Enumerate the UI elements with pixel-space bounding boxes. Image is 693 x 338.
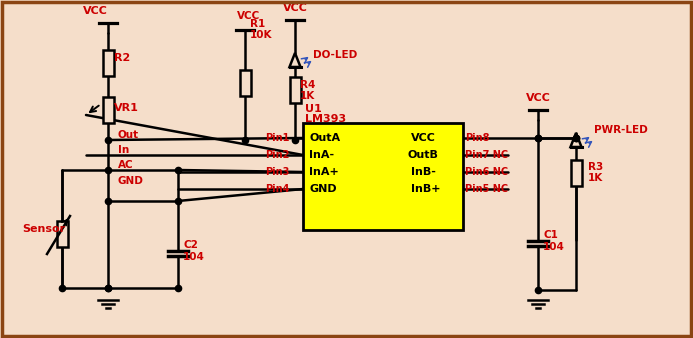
Bar	[240, 70, 250, 96]
Text: InB+: InB+	[411, 184, 441, 194]
Text: R2: R2	[114, 53, 130, 63]
Text: Pin3: Pin3	[265, 167, 290, 177]
Text: InA-: InA-	[309, 150, 334, 160]
Text: InA+: InA+	[309, 167, 339, 177]
Text: R4: R4	[300, 80, 315, 90]
Text: Pin7 NC: Pin7 NC	[465, 150, 508, 160]
Bar	[290, 77, 301, 103]
Text: OutB: OutB	[408, 150, 439, 160]
Polygon shape	[290, 53, 301, 67]
Text: InB-: InB-	[411, 167, 436, 177]
Text: VR1: VR1	[114, 103, 139, 113]
Text: Pin5 NC: Pin5 NC	[465, 184, 508, 194]
Text: Out: Out	[118, 130, 139, 140]
Text: R3: R3	[588, 162, 603, 172]
Bar	[570, 160, 581, 186]
Bar	[103, 50, 114, 76]
Polygon shape	[570, 133, 581, 147]
Text: VCC: VCC	[237, 11, 261, 21]
Text: Pin1: Pin1	[265, 133, 290, 143]
Text: VCC: VCC	[411, 133, 436, 143]
Text: DO-LED: DO-LED	[313, 50, 358, 60]
Text: In: In	[118, 145, 130, 155]
Text: Pin8: Pin8	[465, 133, 489, 143]
Text: GND: GND	[118, 176, 144, 186]
Text: Pin6 NC: Pin6 NC	[465, 167, 508, 177]
Text: PWR-LED: PWR-LED	[594, 125, 648, 135]
Bar	[303, 123, 463, 230]
Text: AC: AC	[118, 160, 134, 170]
Text: VCC: VCC	[526, 93, 551, 103]
Text: OutA: OutA	[309, 133, 340, 143]
Text: 1K: 1K	[588, 173, 603, 183]
Text: LM393: LM393	[305, 114, 346, 124]
Text: Pin2: Pin2	[265, 150, 290, 160]
Text: 104: 104	[543, 242, 565, 252]
Text: GND: GND	[309, 184, 337, 194]
Text: Pin4: Pin4	[265, 184, 290, 194]
Text: Sensor: Sensor	[22, 224, 65, 234]
Bar	[103, 97, 114, 123]
Text: R1: R1	[250, 19, 265, 29]
Bar	[57, 221, 67, 247]
Text: C2: C2	[183, 240, 198, 250]
Text: U1: U1	[305, 104, 322, 114]
Text: 104: 104	[183, 252, 205, 262]
Text: 1K: 1K	[300, 91, 315, 101]
Text: C1: C1	[543, 230, 558, 240]
Text: VCC: VCC	[83, 6, 108, 16]
Text: 10K: 10K	[250, 30, 272, 40]
Text: VCC: VCC	[283, 3, 308, 13]
